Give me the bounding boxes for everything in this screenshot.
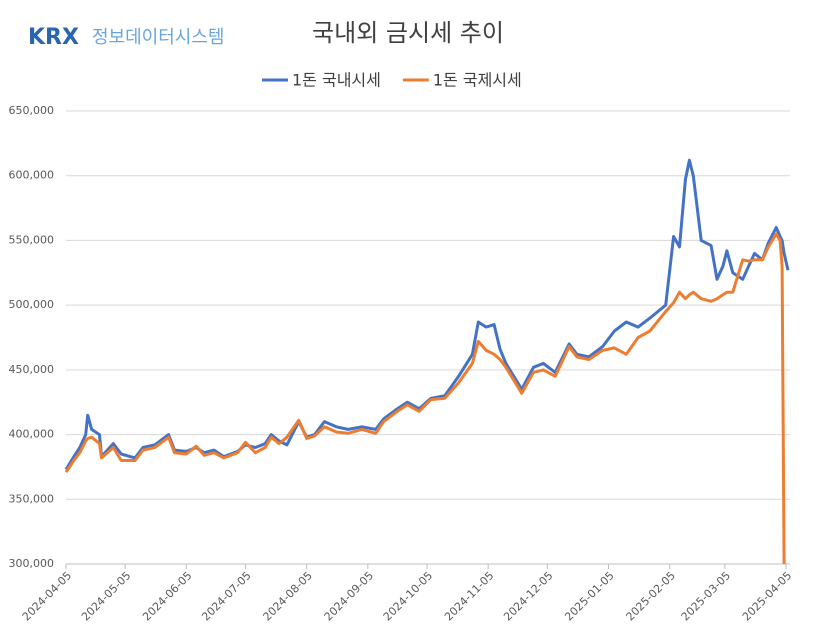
series-line [64,158,790,471]
logo-text: 정보데이터시스템 [92,27,224,48]
y-tick-label: 400,000 [9,428,55,441]
x-tick-label: 2024-10-05 [381,569,435,623]
x-tick-label: 2024-09-05 [322,569,376,623]
x-tick-label: 2024-05-05 [79,569,133,623]
series-line [64,232,786,565]
x-tick-label: 2025-01-05 [562,569,616,623]
y-tick-label: 650,000 [9,104,55,117]
y-tick-label: 350,000 [9,492,55,505]
legend-label: 1돈 국내시세 [292,71,381,90]
logo-brand: KRX [28,25,79,50]
x-tick-label: 2025-02-05 [624,569,678,623]
x-tick-label: 2025-03-05 [679,569,733,623]
x-tick-label: 2024-04-05 [20,569,74,623]
chart-title: 국내외 금시세 추이 [312,19,504,47]
x-tick-label: 2024-06-05 [140,569,194,623]
y-tick-label: 600,000 [9,169,55,182]
x-tick-label: 2024-08-05 [261,569,315,623]
x-tick-label: 2024-12-05 [501,569,555,623]
y-tick-label: 500,000 [9,298,55,311]
y-tick-label: 300,000 [9,557,55,570]
y-tick-label: 550,000 [9,233,55,246]
x-tick-label: 2024-07-05 [199,569,253,623]
legend-label: 1돈 국제시세 [433,71,522,90]
x-tick-label: 2024-11-05 [442,569,496,623]
y-tick-label: 450,000 [9,363,55,376]
x-tick-label: 2025-04-05 [740,569,794,623]
